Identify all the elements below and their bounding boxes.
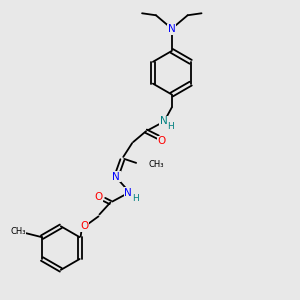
- Text: H: H: [132, 194, 139, 203]
- Text: O: O: [94, 192, 103, 202]
- Text: CH₃: CH₃: [11, 227, 26, 236]
- Text: N: N: [112, 172, 120, 182]
- Text: N: N: [160, 116, 168, 126]
- Text: O: O: [80, 221, 89, 231]
- Text: H: H: [167, 122, 174, 131]
- Text: CH₃: CH₃: [148, 160, 164, 169]
- Text: N: N: [124, 188, 132, 198]
- Text: O: O: [158, 136, 166, 146]
- Text: N: N: [168, 24, 176, 34]
